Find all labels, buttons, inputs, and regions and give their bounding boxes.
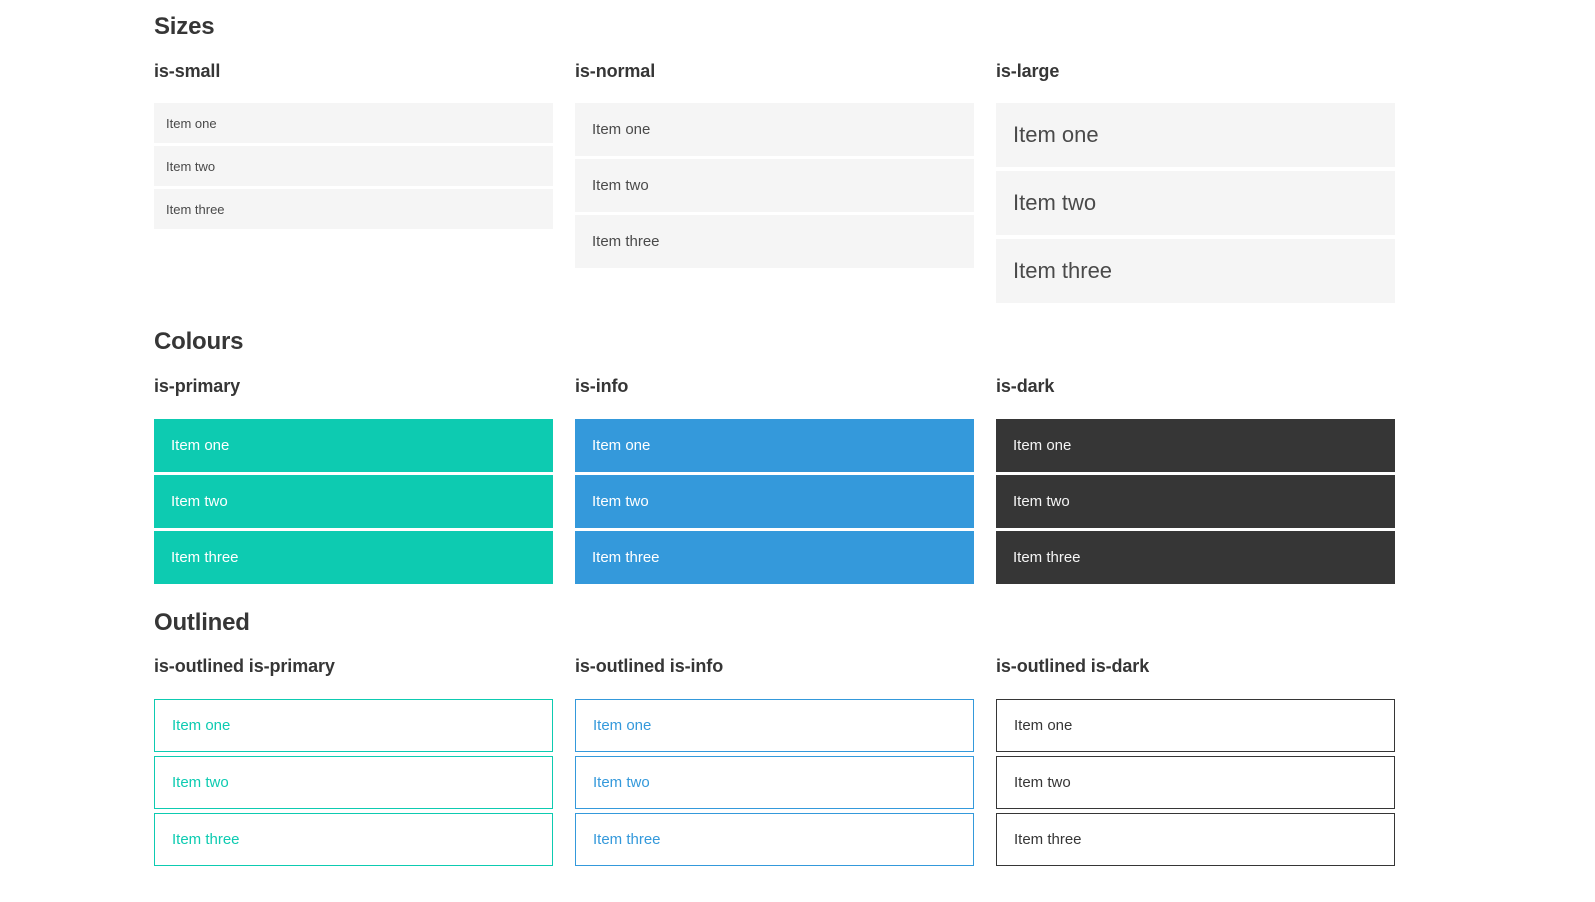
page-content: Sizes is-small Item one Item two Item thre…: [154, 0, 1395, 902]
list-item[interactable]: Item three: [154, 813, 553, 867]
list-item[interactable]: Item two: [154, 756, 553, 810]
variant-column-large: is-large Item one Item two Item three: [996, 60, 1395, 304]
section: Outlined is-outlined is-primary Item one…: [154, 608, 1395, 867]
variant-column-outlined-info: is-outlined is-info Item one Item two Item…: [575, 656, 974, 867]
list-item[interactable]: Item two: [575, 756, 974, 810]
list-item[interactable]: Item two: [996, 171, 1395, 236]
list-item[interactable]: Item one: [996, 103, 1395, 168]
variant-label: is-normal: [575, 60, 656, 81]
section: Sizes is-small Item one Item two Item thre…: [154, 13, 1395, 304]
section-columns: is-outlined is-primary Item one Item two I…: [154, 656, 1395, 867]
list-item[interactable]: Item three: [996, 530, 1395, 584]
item-list: Item one Item two Item three: [996, 418, 1395, 584]
list-item[interactable]: Item two: [154, 474, 553, 528]
variant-label: is-outlined is-primary: [154, 656, 335, 677]
variant-label: is-primary: [154, 375, 241, 396]
section: Colours is-primary Item one Item two Item …: [154, 328, 1395, 584]
variant-label: is-info: [575, 375, 629, 396]
list-item[interactable]: Item one: [154, 418, 553, 472]
section-columns: is-small Item one Item two Item three is-n…: [154, 60, 1395, 304]
item-list: Item one Item two Item three: [575, 699, 974, 867]
section-title: Sizes: [154, 13, 215, 40]
item-list: Item one Item two Item three: [575, 103, 974, 269]
section-title: Outlined: [154, 608, 250, 636]
variant-column-small: is-small Item one Item two Item three: [154, 60, 553, 230]
variant-label: is-outlined is-dark: [996, 656, 1150, 677]
variant-label: is-small: [154, 60, 221, 81]
list-item[interactable]: Item one: [154, 103, 553, 144]
list-item[interactable]: Item three: [154, 530, 553, 584]
variant-column-dark: is-dark Item one Item two Item three: [996, 375, 1395, 584]
list-item[interactable]: Item one: [154, 699, 553, 753]
variant-column-primary: is-primary Item one Item two Item three: [154, 375, 553, 584]
variant-column-outlined-primary: is-outlined is-primary Item one Item two I…: [154, 656, 553, 867]
variant-label: is-outlined is-info: [575, 656, 724, 677]
list-item[interactable]: Item three: [154, 189, 553, 230]
item-list: Item one Item two Item three: [154, 699, 553, 867]
section-title: Colours: [154, 328, 244, 356]
item-list: Item one Item two Item three: [154, 103, 553, 230]
variant-column-outlined-dark: is-outlined is-dark Item one Item two Item…: [996, 656, 1395, 867]
item-list: Item one Item two Item three: [575, 418, 974, 584]
variant-label: is-dark: [996, 375, 1055, 396]
list-item[interactable]: Item two: [575, 474, 974, 528]
variant-column-info: is-info Item one Item two Item three: [575, 375, 974, 584]
item-list: Item one Item two Item three: [996, 699, 1395, 867]
list-item[interactable]: Item three: [575, 813, 974, 867]
list-item[interactable]: Item two: [996, 756, 1395, 810]
list-item[interactable]: Item one: [575, 103, 974, 157]
list-item[interactable]: Item one: [996, 699, 1395, 753]
item-list: Item one Item two Item three: [996, 103, 1395, 304]
section-columns: is-primary Item one Item two Item three is…: [154, 375, 1395, 584]
variant-column-normal: is-normal Item one Item two Item three: [575, 60, 974, 269]
list-item[interactable]: Item three: [575, 530, 974, 584]
list-item[interactable]: Item one: [996, 418, 1395, 472]
list-item[interactable]: Item three: [996, 239, 1395, 304]
variant-label: is-large: [996, 60, 1060, 81]
list-item[interactable]: Item one: [575, 699, 974, 753]
item-list: Item one Item two Item three: [154, 418, 553, 584]
list-item[interactable]: Item two: [996, 474, 1395, 528]
list-item[interactable]: Item two: [154, 146, 553, 187]
list-item[interactable]: Item three: [575, 215, 974, 269]
list-item[interactable]: Item two: [575, 159, 974, 213]
list-item[interactable]: Item three: [996, 813, 1395, 867]
list-item[interactable]: Item one: [575, 418, 974, 472]
